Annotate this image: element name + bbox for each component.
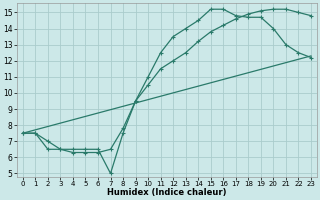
X-axis label: Humidex (Indice chaleur): Humidex (Indice chaleur) bbox=[107, 188, 227, 197]
